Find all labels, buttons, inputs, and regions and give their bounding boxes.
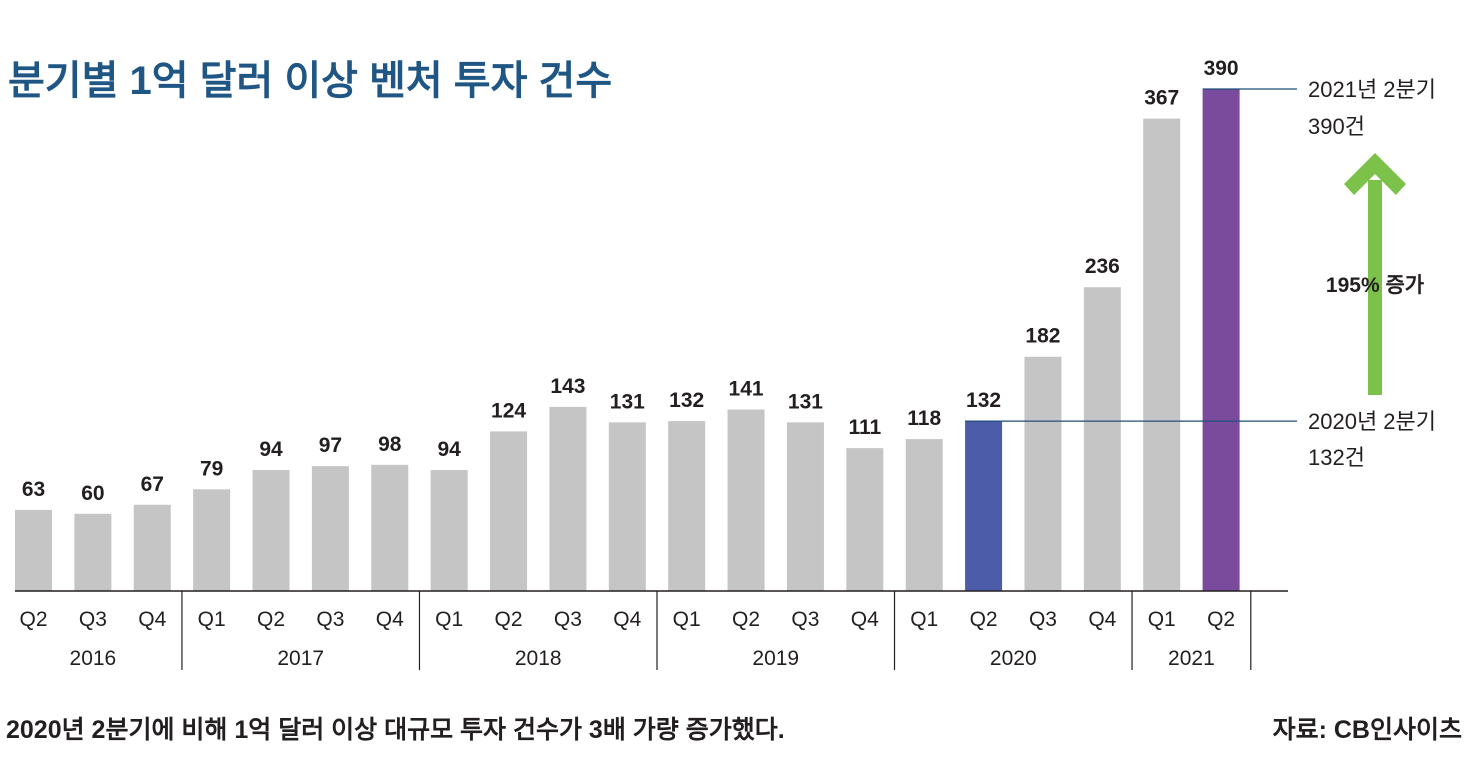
data-label: 63	[22, 478, 45, 501]
quarter-tick-label: Q3	[554, 608, 582, 631]
quarter-tick-label: Q3	[1029, 608, 1057, 631]
quarter-tick-label: Q3	[79, 608, 107, 631]
year-tick-label: 2021	[1168, 647, 1215, 670]
bar	[1024, 356, 1062, 591]
data-label: 132	[966, 389, 1001, 412]
bar	[133, 504, 171, 591]
bar	[786, 422, 824, 591]
bar	[905, 439, 943, 591]
quarter-tick-label: Q2	[495, 608, 523, 631]
data-label: 98	[378, 433, 402, 456]
chart-caption: 2020년 2분기에 비해 1억 달러 이상 대규모 투자 건수가 3배 가량 …	[6, 716, 785, 744]
quarter-tick-label: Q1	[1148, 608, 1176, 631]
data-label: 97	[319, 434, 342, 457]
arrow-shaft	[1368, 180, 1382, 395]
annotation-2020-q2-count: 132건	[1308, 445, 1365, 470]
data-label: 182	[1025, 325, 1060, 348]
data-label: 143	[550, 375, 585, 398]
quarter-tick-label: Q2	[970, 608, 998, 631]
year-tick-label: 2017	[277, 647, 324, 670]
data-label: 111	[848, 416, 881, 439]
data-label: 118	[907, 407, 941, 430]
data-label: 67	[141, 473, 164, 496]
quarter-tick-label: Q1	[673, 608, 701, 631]
quarter-tick-label: Q2	[19, 608, 47, 631]
bar	[549, 406, 587, 591]
data-label: 141	[729, 378, 764, 401]
quarter-tick-label: Q2	[257, 608, 285, 631]
bar	[252, 470, 290, 591]
annotation-2021-q2-period: 2021년 2분기	[1308, 77, 1436, 102]
quarter-tick-label: Q2	[732, 608, 760, 631]
quarter-tick-label: Q4	[376, 608, 404, 631]
bar	[846, 448, 884, 591]
quarter-tick-label: Q1	[435, 608, 463, 631]
data-label: 390	[1204, 57, 1239, 80]
quarter-tick-label: Q4	[613, 608, 641, 631]
increase-arrow	[1344, 153, 1406, 395]
quarter-tick-label: Q3	[316, 608, 344, 631]
quarter-tick-label: Q1	[198, 608, 226, 631]
bar	[668, 421, 706, 591]
data-label: 94	[259, 438, 283, 461]
bar	[311, 466, 349, 591]
data-label: 236	[1085, 255, 1120, 278]
year-tick-label: 2019	[752, 647, 799, 670]
data-label: 94	[437, 438, 461, 461]
quarter-tick-label: Q1	[910, 608, 938, 631]
chart-title: 분기별 1억 달러 이상 벤처 투자 건수	[8, 59, 612, 103]
year-tick-label: 2020	[990, 647, 1037, 670]
annotation-2021-q2-count: 390건	[1308, 114, 1365, 139]
bar	[15, 509, 52, 591]
data-label: 367	[1144, 87, 1179, 110]
arrow-up-icon	[1344, 153, 1406, 195]
bar	[965, 421, 1003, 591]
bar	[608, 422, 646, 591]
year-tick-label: 2018	[515, 647, 562, 670]
quarter-tick-label: Q4	[1088, 608, 1116, 631]
data-label: 131	[610, 390, 645, 413]
bar	[371, 464, 409, 591]
data-label: 124	[491, 399, 526, 422]
source-label: 자료: CB인사이츠	[1273, 716, 1462, 744]
bar	[727, 409, 765, 591]
quarter-tick-label: Q2	[1207, 608, 1235, 631]
quarter-tick-label: Q3	[791, 608, 819, 631]
bar	[1143, 118, 1181, 591]
data-label: 131	[788, 390, 823, 413]
quarter-tick-label: Q4	[851, 608, 879, 631]
annotation-2020-q2-period: 2020년 2분기	[1308, 409, 1436, 434]
quarter-tick-label: Q4	[138, 608, 166, 631]
bar	[490, 431, 528, 591]
bar	[430, 470, 468, 591]
data-label: 132	[669, 389, 704, 412]
bar	[1083, 287, 1121, 591]
bar	[193, 489, 231, 591]
bar	[74, 513, 112, 591]
bar	[1202, 89, 1240, 591]
data-label: 60	[81, 482, 104, 505]
year-tick-label: 2016	[70, 647, 117, 670]
data-label: 79	[200, 457, 223, 480]
increase-label: 195% 증가	[1326, 274, 1425, 297]
